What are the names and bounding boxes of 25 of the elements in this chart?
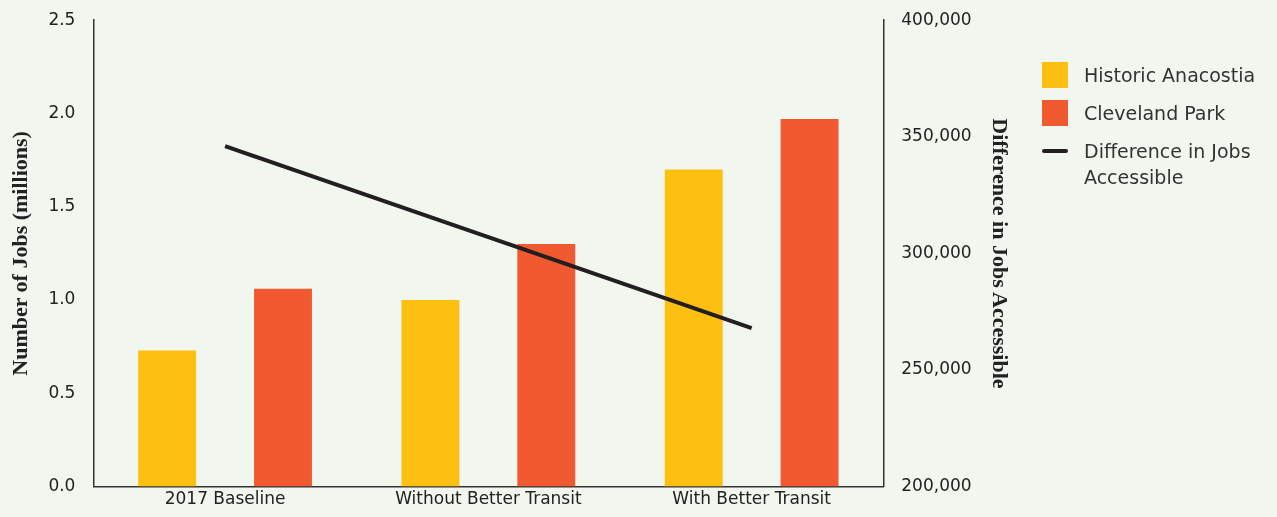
y-tick-label: 0.0 (48, 475, 76, 496)
y2-axis-title: Difference in Jobs Accessible (988, 118, 1014, 389)
x-tick-label: 2017 Baseline (164, 488, 286, 509)
y2-tick-label: 200,000 (901, 475, 972, 496)
x-tick-label: Without Better Transit (395, 488, 582, 509)
y-axis-title: Number of Jobs (millions) (6, 131, 32, 376)
legend-label: Difference in Jobs Accessible (1084, 139, 1252, 190)
y2-tick-label: 350,000 (901, 125, 972, 146)
bar (254, 288, 312, 487)
legend-label: Cleveland Park (1084, 101, 1227, 126)
y2-tick-label: 250,000 (901, 358, 972, 379)
bar (138, 350, 197, 487)
bar (780, 119, 839, 487)
x-tick-label: With Better Transit (672, 488, 832, 509)
y2-tick-label: 300,000 (901, 241, 972, 262)
bar (517, 244, 576, 487)
legend-label: Historic Anacostia (1084, 63, 1257, 88)
y-tick-label: 1.5 (48, 195, 76, 216)
y-tick-label: 2.0 (48, 101, 76, 122)
y-tick-label: 1.0 (48, 288, 76, 309)
y2-tick-label: 400,000 (901, 8, 972, 29)
y-tick-label: 0.5 (48, 381, 76, 402)
bar (401, 300, 460, 487)
y-tick-label: 2.5 (48, 8, 76, 29)
bar (664, 169, 723, 487)
